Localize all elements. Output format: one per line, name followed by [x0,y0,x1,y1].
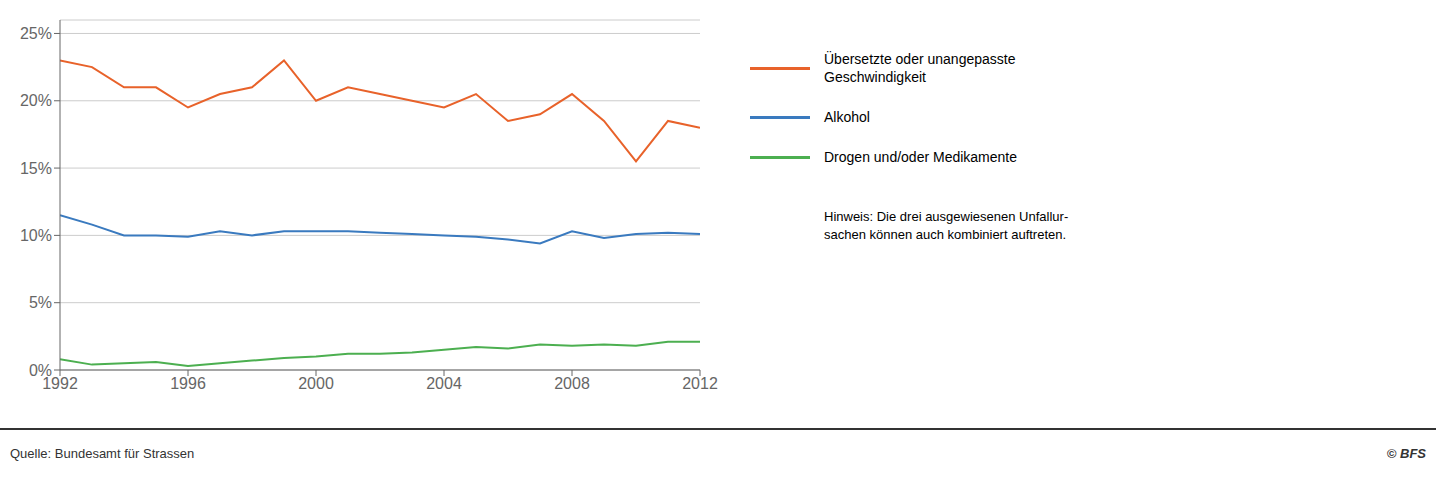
svg-text:5%: 5% [29,294,52,311]
svg-text:10%: 10% [20,227,52,244]
html-text:Übersetzte oder unangepasste G: Übersetzte oder unangepasste Geschwindig… [824,51,1016,85]
svg-text:20%: 20% [20,92,52,109]
html-text:Quelle: Bundesamt für Strassen: Quelle: Bundesamt für Strassen [10,446,195,461]
svg-text:15%: 15% [20,160,52,177]
svg-text:1992: 1992 [42,375,78,393]
html-text:Hinweis: Die drei ausgewiesene: Hinweis: Die drei ausgewiesenen Unfallur… [824,209,1069,224]
html-text:Alkohol: Alkohol [824,109,870,125]
svg-text:2004: 2004 [426,375,462,392]
svg-text:1996: 1996 [170,375,206,392]
svg-text:2008: 2008 [554,375,590,392]
svg-text:2000: 2000 [298,375,334,392]
svg-text:25%: 25% [20,25,52,42]
svg-text:0%: 0% [29,362,52,379]
html-text:Drogen und/oder Medikamente: Drogen und/oder Medikamente [824,149,1017,165]
html-text:sachen können auch kombiniert: sachen können auch kombiniert auftreten. [824,227,1067,242]
svg-text:2012: 2012 [682,375,718,392]
html-text:© BFS: © BFS [1386,446,1426,461]
